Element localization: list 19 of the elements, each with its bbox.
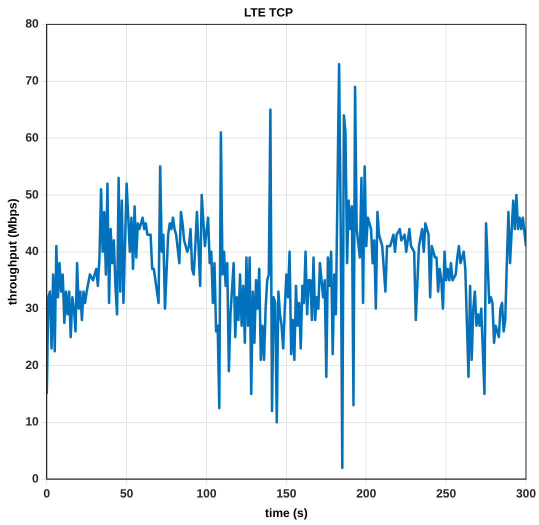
chart-title: LTE TCP bbox=[244, 6, 294, 20]
x-axis-title: time (s) bbox=[265, 506, 308, 520]
y-tick-label: 50 bbox=[25, 187, 40, 202]
x-tick-label: 250 bbox=[436, 486, 456, 501]
y-tick-label: 60 bbox=[25, 130, 40, 144]
x-tick-label: 150 bbox=[276, 486, 297, 501]
y-tick-label: 80 bbox=[25, 16, 40, 31]
x-tick-label: 100 bbox=[196, 486, 217, 501]
y-tick-label: 40 bbox=[25, 244, 40, 258]
x-tick-label: 200 bbox=[356, 486, 377, 501]
x-tick-label: 0 bbox=[43, 486, 50, 501]
y-axis-title: throughput (Mbps) bbox=[6, 198, 20, 306]
x-tick-label: 50 bbox=[120, 486, 134, 501]
y-tick-label: 70 bbox=[25, 74, 40, 88]
y-tick-label: 10 bbox=[25, 414, 40, 429]
y-tick-label: 20 bbox=[25, 358, 40, 372]
y-tick-label: 0 bbox=[32, 472, 40, 486]
x-tick-label: 300 bbox=[516, 486, 536, 501]
y-tick-label: 30 bbox=[25, 300, 40, 315]
